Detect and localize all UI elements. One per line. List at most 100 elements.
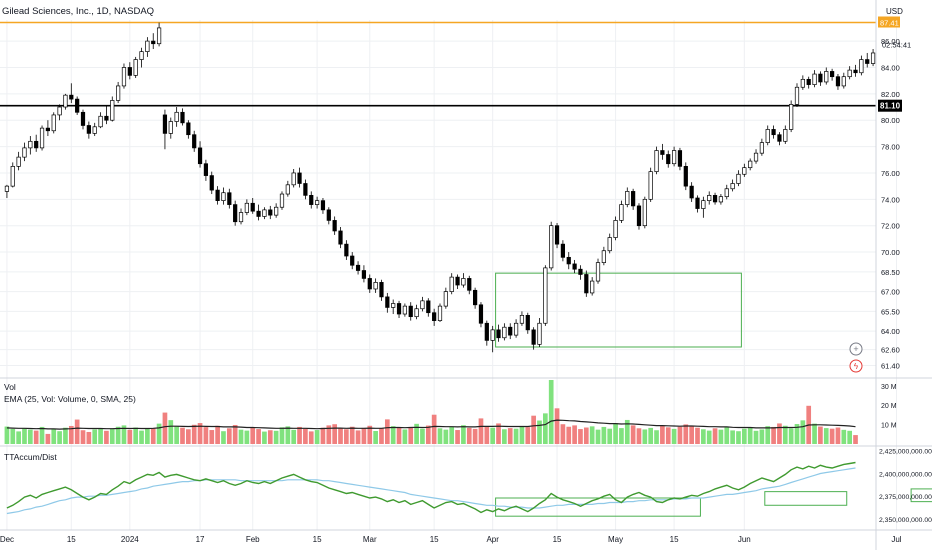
price-tick-label: 65.50 [881, 307, 900, 316]
accum-highlight-box[interactable] [764, 491, 848, 506]
volume-bar [747, 427, 753, 444]
candle-up [51, 114, 56, 132]
candle-up [730, 183, 735, 190]
candle-up [765, 129, 770, 143]
alert-button[interactable]: ϟ [849, 359, 863, 373]
volume-bar [203, 427, 209, 444]
candle-down [712, 195, 718, 203]
candle-down [426, 300, 431, 314]
candle-up [619, 204, 624, 221]
candle-up [513, 322, 519, 336]
lightning-icon: ϟ [854, 362, 859, 371]
candle-up [244, 202, 249, 213]
volume-bar [326, 425, 332, 444]
candle-up [707, 195, 712, 201]
x-tick-label: 2024 [121, 535, 139, 544]
candle-down [127, 67, 132, 76]
volume-bar [736, 431, 741, 444]
candle-down [660, 150, 665, 155]
alert-circle-icon[interactable] [849, 359, 863, 373]
plus-circle-icon[interactable] [849, 342, 863, 356]
candle-up [98, 115, 103, 128]
price-tick-label: 68.50 [881, 268, 900, 277]
candle-up [145, 40, 150, 52]
volume-bar [595, 429, 601, 444]
volume-bar [554, 408, 560, 444]
currency-label[interactable]: USD [886, 7, 903, 16]
candle-down [584, 274, 589, 294]
x-tick-label: May [608, 535, 623, 544]
candle-down [344, 243, 349, 257]
volume-bar [812, 423, 817, 444]
volume-bar [256, 429, 261, 444]
candle-up [654, 150, 659, 172]
volume-bar [285, 426, 291, 444]
accum-tick-label: 2,400,000,000.00 [879, 471, 932, 478]
candle-up [402, 305, 407, 315]
candle-up [794, 86, 800, 105]
candle-up [759, 142, 764, 154]
x-tick-label: 15 [553, 535, 562, 544]
volume-bar [601, 426, 607, 444]
volume-bar [232, 424, 238, 444]
volume-bar [461, 425, 466, 444]
accum-highlight-box[interactable] [495, 497, 701, 517]
volume-bar [420, 428, 425, 444]
volume-bar [718, 429, 724, 444]
candle-down [496, 329, 501, 339]
x-tick-label: Feb [246, 535, 260, 544]
volume-bar [396, 427, 402, 444]
volume-bar [841, 429, 847, 444]
candle-up [789, 104, 794, 130]
candle-down [636, 205, 642, 227]
candle-down [197, 147, 203, 165]
volume-panel-title: Vol [4, 382, 16, 392]
x-tick-label: 15 [313, 535, 322, 544]
candle-down [104, 115, 109, 121]
candle-down [830, 71, 835, 78]
volume-bar [402, 429, 408, 444]
candle-down [45, 127, 50, 132]
candle-down [69, 94, 74, 100]
candle-up [373, 282, 378, 290]
volume-bar [308, 431, 314, 444]
candle-up [748, 160, 753, 169]
candle-down [566, 256, 571, 265]
volume-bar [823, 428, 829, 444]
volume-bar [572, 425, 577, 444]
price-highlight-box[interactable] [495, 272, 742, 348]
volume-bar [127, 429, 133, 444]
candle-up [648, 171, 653, 200]
candle-down [408, 305, 413, 318]
candle-down [455, 276, 460, 286]
price-tick-label: 82.00 [881, 90, 900, 99]
candle-down [192, 134, 197, 149]
candle-down [297, 172, 302, 184]
candle-up [607, 237, 612, 252]
candle-layer [4, 22, 876, 353]
candle-down [771, 129, 776, 136]
volume-bar [788, 428, 794, 444]
volume-bar [22, 428, 27, 444]
volume-bar [63, 427, 68, 444]
candle-up [847, 69, 852, 78]
candle-up [549, 225, 554, 269]
accum-highlight-box[interactable] [910, 488, 932, 503]
candle-down [835, 76, 841, 87]
volume-bar [191, 424, 197, 444]
volume-bar [98, 428, 103, 444]
volume-bar [730, 430, 735, 444]
volume-bar [466, 427, 472, 444]
x-tick-label: Jul [891, 535, 901, 544]
candle-down [326, 209, 331, 221]
volume-bar [39, 426, 45, 444]
zoom-plus-button[interactable]: + [849, 342, 863, 356]
volume-bar [273, 430, 279, 444]
volume-bar [531, 415, 536, 444]
volume-bar [695, 427, 700, 444]
candle-down [677, 150, 683, 167]
candle-down [695, 197, 700, 209]
candle-down [385, 296, 390, 308]
candle-down [432, 312, 437, 321]
